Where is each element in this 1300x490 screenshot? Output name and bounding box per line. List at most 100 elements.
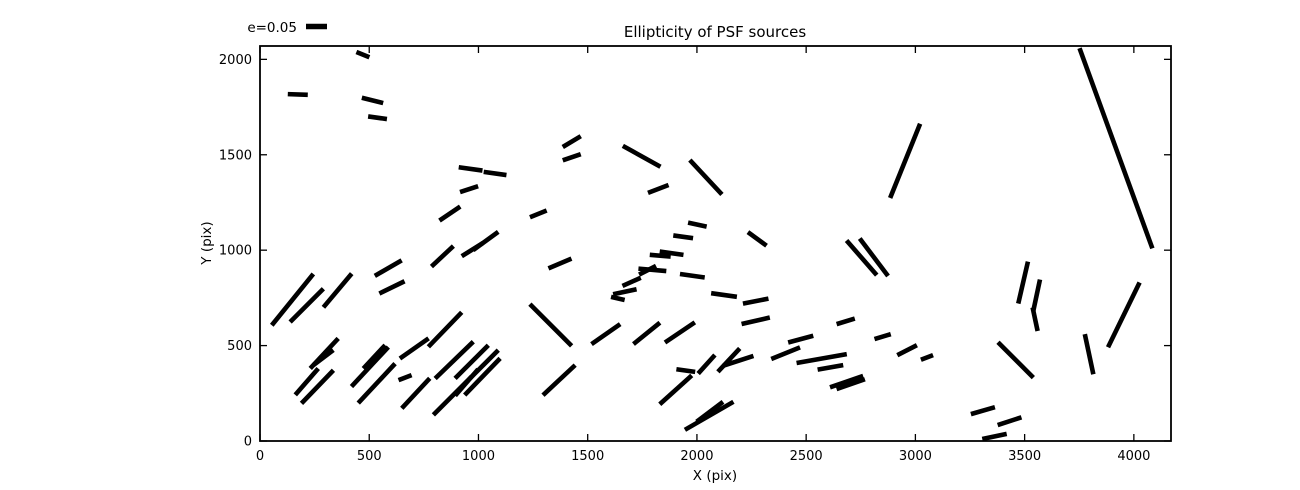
whisker-segment [716,346,742,374]
whisker-segment [321,272,354,309]
whisker-segment [361,343,387,371]
y-tick-label: 0 [244,435,252,450]
x-axis-label: X (pix) [693,468,737,484]
whisker-segment [835,316,856,327]
whisker-segment [638,266,667,274]
whisker-segments [269,47,1155,442]
y-tick-label: 1000 [219,244,252,259]
whisker-segment [397,372,413,383]
whisker-segment [920,352,934,362]
whisker-segment [722,353,755,368]
whisker-segment [293,366,320,397]
whisker-segment [1082,333,1096,375]
whisker-segment [561,134,582,149]
whisker-segment [426,310,464,349]
whisker-segment [471,230,500,252]
whisker-segment [688,158,724,197]
x-tick-label: 0 [256,449,264,464]
whisker-segment [1030,307,1040,332]
whisker-segment [770,345,801,362]
whisker-segment [458,164,483,173]
whisker-segment [679,271,706,280]
whisker-segment [453,343,490,381]
whisker-segment [361,95,384,106]
whisker-segment [355,49,371,60]
whisker-segment [996,340,1035,380]
whisker-segment [621,143,662,169]
whisker-segment [311,348,335,367]
whisker-segment [463,356,502,397]
whisker-segment [873,331,892,342]
whisker-segment [796,351,848,366]
whisker-segment [710,290,738,300]
whisker-segment [844,238,879,277]
whisker-segment [398,336,430,361]
y-tick-label: 1500 [219,148,252,163]
whisker-segment [1031,279,1043,312]
whisker-segment [687,220,708,229]
whisker-segment [378,279,406,296]
whisker-segment [459,183,479,195]
whisker-segment [1105,281,1142,349]
whisker-segment [433,340,475,381]
whisker-segment [541,363,577,397]
whisker-segment [529,208,548,220]
whisker-segment [659,249,684,258]
whisker-segment [269,272,316,327]
x-tick-label: 1000 [462,449,495,464]
whisker-segment [438,204,462,223]
x-tick-label: 3000 [899,449,932,464]
whisker-segment [896,343,918,358]
x-tick-label: 1500 [571,449,604,464]
whisker-segment [683,399,735,432]
whisker-segment [857,237,890,278]
whisker-segment [612,287,638,297]
y-axis-label: Y (pix) [199,221,215,265]
whisker-segment [373,258,403,278]
plot-title: Ellipticity of PSF sources [624,23,806,41]
whisker-segment [746,230,768,248]
whisker-segment [349,345,390,389]
whisker-segment [970,405,996,417]
whisker-segment [367,114,388,122]
x-tick-label: 2000 [680,449,713,464]
whisker-segment [996,415,1023,428]
whisker-segment [1016,261,1031,305]
whisker-segment [400,376,432,410]
whisker-segment [287,91,308,98]
x-tick-label: 2500 [790,449,823,464]
whisker-segment [672,233,694,241]
whisker-segment [288,287,325,324]
whisker-segment [741,315,771,327]
whisker-segment [817,362,844,372]
legend-label: e=0.05 [247,20,297,36]
axes-box [259,45,1172,442]
whisker-segment [483,169,507,178]
whisker-segment [453,367,480,398]
whisker-segment [429,244,455,269]
whisker-segment [695,400,725,424]
x-tick-label: 500 [357,449,382,464]
whisker-segment [696,353,717,376]
whisker-segment [562,151,582,163]
x-tick-label: 3500 [1008,449,1041,464]
whisker-segment [299,368,336,405]
whisker-segment [649,252,671,259]
whisker-segment [356,362,397,405]
whisker-segment [835,377,866,392]
whisker-segment [676,366,696,375]
whisker-segment [888,122,923,199]
whisker-segment [1077,47,1155,250]
whisker-segment [621,275,642,289]
whisker-segment [663,320,697,345]
whisker-segment [981,431,1008,442]
whisker-segment [528,302,574,348]
whisker-segment [610,294,626,303]
whisker-segment [590,322,622,347]
whisker-segment [829,373,864,390]
y-tick-label: 2000 [219,53,252,68]
whisker-segment [647,182,670,196]
whisker-segment [547,256,573,271]
